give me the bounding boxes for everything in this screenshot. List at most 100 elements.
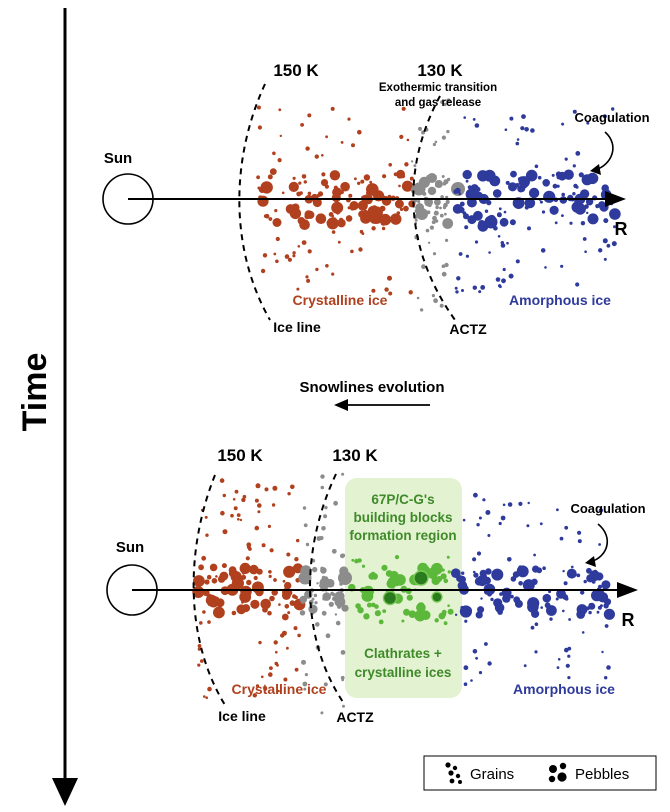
amorphous-particle — [534, 164, 539, 169]
amorphous-particle — [598, 248, 603, 253]
crystalline-particle — [292, 176, 296, 180]
crystalline-particle — [396, 172, 403, 179]
crystalline-particle — [357, 181, 361, 185]
crystalline-particle — [242, 494, 247, 499]
amorphous-particle — [588, 610, 592, 615]
amorphous-particle — [565, 663, 570, 668]
crystalline-particle — [347, 117, 351, 121]
amorphous-particle — [500, 241, 504, 245]
amorphous-particle — [609, 208, 621, 220]
amorphous-particle — [479, 569, 487, 578]
formation-pebble — [413, 570, 429, 586]
amorphous-particle — [559, 536, 564, 541]
amorphous-particle — [510, 594, 514, 599]
actz-particle — [441, 135, 446, 140]
crystalline-particle — [219, 478, 225, 483]
ice-line-curve-bottom — [192, 474, 226, 706]
actz-particle — [417, 199, 421, 204]
amorphous-pebble — [484, 215, 498, 229]
crystalline-particle — [256, 105, 261, 110]
crystalline-particle — [371, 226, 376, 231]
crystalline-particle — [340, 181, 350, 192]
amorphous-particle — [567, 676, 571, 680]
amorphous-particle — [476, 551, 482, 556]
amorphous-particle — [498, 284, 502, 288]
amorphous-particle — [526, 524, 530, 528]
actz-label-bottom: ACTZ — [336, 709, 374, 725]
amorphous-particle — [459, 578, 465, 584]
amorphous-particle — [581, 174, 593, 186]
amorphous-particle — [575, 282, 580, 287]
actz-particle — [434, 219, 439, 223]
crystalline-particle — [307, 191, 312, 196]
formation-particle — [408, 610, 417, 618]
amorphous-particle — [552, 183, 558, 189]
crystalline-particle — [340, 190, 344, 195]
crystalline-particle — [292, 594, 297, 599]
amorphous-particle — [537, 175, 542, 180]
amorphous-particle — [473, 210, 483, 221]
crystalline-particle — [403, 205, 409, 212]
crystalline-particle — [345, 215, 353, 222]
actz-particle — [323, 514, 328, 519]
crystalline-particle — [242, 604, 251, 613]
formation-particle — [362, 585, 374, 598]
actz-particle — [427, 241, 431, 244]
amorphous-particle — [516, 565, 528, 576]
actz-pebble — [412, 182, 426, 196]
amorphous-particle — [573, 183, 578, 189]
amorphous-particle — [589, 570, 600, 582]
crystalline-particle — [197, 644, 202, 648]
crystalline-particle — [257, 510, 261, 514]
formation-label-line1: 67P/C-G's — [371, 492, 434, 507]
actz-particle — [302, 506, 307, 510]
amorphous-particle — [595, 204, 600, 209]
actz-particle — [331, 548, 337, 554]
actz-particle — [431, 220, 436, 225]
crystalline-particle — [207, 686, 212, 692]
actz-particle — [432, 252, 437, 256]
crystalline-particle — [274, 209, 278, 213]
crystalline-particle — [276, 663, 279, 667]
formation-particle — [440, 573, 447, 580]
amorphous-particle — [492, 189, 502, 198]
crystalline-particle — [222, 529, 228, 535]
amorphous-particle — [491, 568, 504, 581]
amorphous-particle — [566, 568, 577, 579]
amorphous-particle — [501, 278, 506, 284]
ice-line-curve — [238, 83, 271, 321]
crystalline-particle — [273, 252, 277, 256]
crystalline-particle — [326, 217, 339, 230]
amorphous-particle — [515, 141, 520, 146]
amorphous-particle — [485, 510, 491, 515]
amorphous-particle — [474, 123, 480, 128]
crystalline-particle — [281, 191, 285, 195]
amorphous-particle — [461, 289, 464, 292]
crystalline-particle — [267, 610, 272, 616]
actz-particle — [433, 298, 438, 304]
crystalline-particle — [300, 123, 304, 127]
amorphous-particle — [584, 250, 587, 253]
crystalline-particle — [204, 515, 208, 519]
amorphous-particle — [561, 214, 564, 218]
amorphous-particle — [551, 173, 555, 177]
crystalline-particle — [249, 564, 259, 575]
crystalline-particle — [299, 219, 310, 230]
crystalline-particle — [401, 106, 406, 111]
formation-particle — [432, 577, 436, 582]
amorphous-particle — [606, 243, 611, 248]
pebbles-icon — [548, 762, 567, 783]
crystalline-particle — [296, 538, 300, 543]
amorphous-particle — [484, 209, 489, 213]
crystalline-particle — [269, 168, 277, 176]
time-label: Time — [16, 353, 54, 432]
amorphous-particle — [486, 200, 492, 206]
amorphous-particle — [601, 184, 609, 192]
actz-particle — [334, 613, 338, 616]
actz-particle — [316, 536, 322, 541]
formation-particle — [446, 555, 450, 559]
crystalline-particle — [297, 245, 301, 248]
amorphous-particle — [556, 666, 560, 669]
amorphous-particle — [472, 118, 476, 121]
amorphous-particle — [478, 220, 486, 228]
